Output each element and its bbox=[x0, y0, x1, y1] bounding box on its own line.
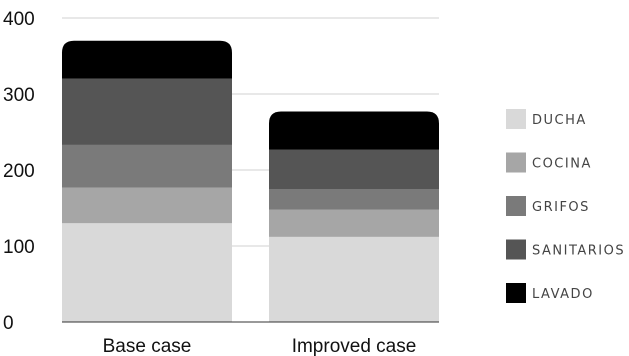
bar-group-0 bbox=[62, 40, 232, 322]
legend-swatch bbox=[506, 109, 526, 129]
bar-segment-grifos bbox=[62, 144, 232, 188]
y-tick-label: 400 bbox=[3, 9, 35, 30]
legend: DUCHA COCINA GRIFOS SANITARIOS LAVADO bbox=[506, 109, 625, 303]
bar-segment-sanitarios bbox=[62, 78, 232, 145]
y-tick-label: 0 bbox=[3, 313, 14, 334]
bar-segment-grifos bbox=[269, 189, 439, 210]
legend-item: LAVADO bbox=[506, 283, 594, 303]
bar-segment-ducha bbox=[269, 236, 439, 322]
y-tick-label: 100 bbox=[3, 237, 35, 258]
legend-item: GRIFOS bbox=[506, 196, 590, 216]
bar-segment-lavado bbox=[62, 40, 232, 79]
y-tick-label: 300 bbox=[3, 85, 35, 106]
legend-swatch bbox=[506, 239, 526, 260]
legend-item: SANITARIOS bbox=[506, 239, 625, 260]
legend-swatch bbox=[506, 152, 526, 173]
y-tick-label: 200 bbox=[3, 161, 35, 182]
bar-segment-sanitarios bbox=[269, 149, 439, 189]
bar-segment-ducha bbox=[62, 223, 232, 322]
legend-item: COCINA bbox=[506, 152, 592, 173]
bar-group-1 bbox=[269, 111, 439, 322]
x-category-label: Base case bbox=[103, 336, 192, 356]
y-axis-tick-labels: 0 100 200 300 400 bbox=[3, 9, 35, 334]
legend-label: COCINA bbox=[532, 157, 592, 172]
legend-swatch bbox=[506, 196, 526, 216]
legend-label: LAVADO bbox=[532, 287, 594, 302]
bar-segment-lavado bbox=[269, 111, 439, 150]
legend-label: DUCHA bbox=[532, 113, 587, 128]
legend-swatch bbox=[506, 283, 526, 303]
legend-label: SANITARIOS bbox=[532, 244, 625, 259]
legend-item: DUCHA bbox=[506, 109, 587, 129]
x-axis-category-labels: Base case Improved case bbox=[103, 336, 417, 356]
bar-segment-cocina bbox=[62, 187, 232, 224]
bars bbox=[62, 40, 439, 322]
x-category-label: Improved case bbox=[292, 336, 417, 356]
bar-segment-cocina bbox=[269, 209, 439, 237]
legend-label: GRIFOS bbox=[532, 200, 590, 215]
